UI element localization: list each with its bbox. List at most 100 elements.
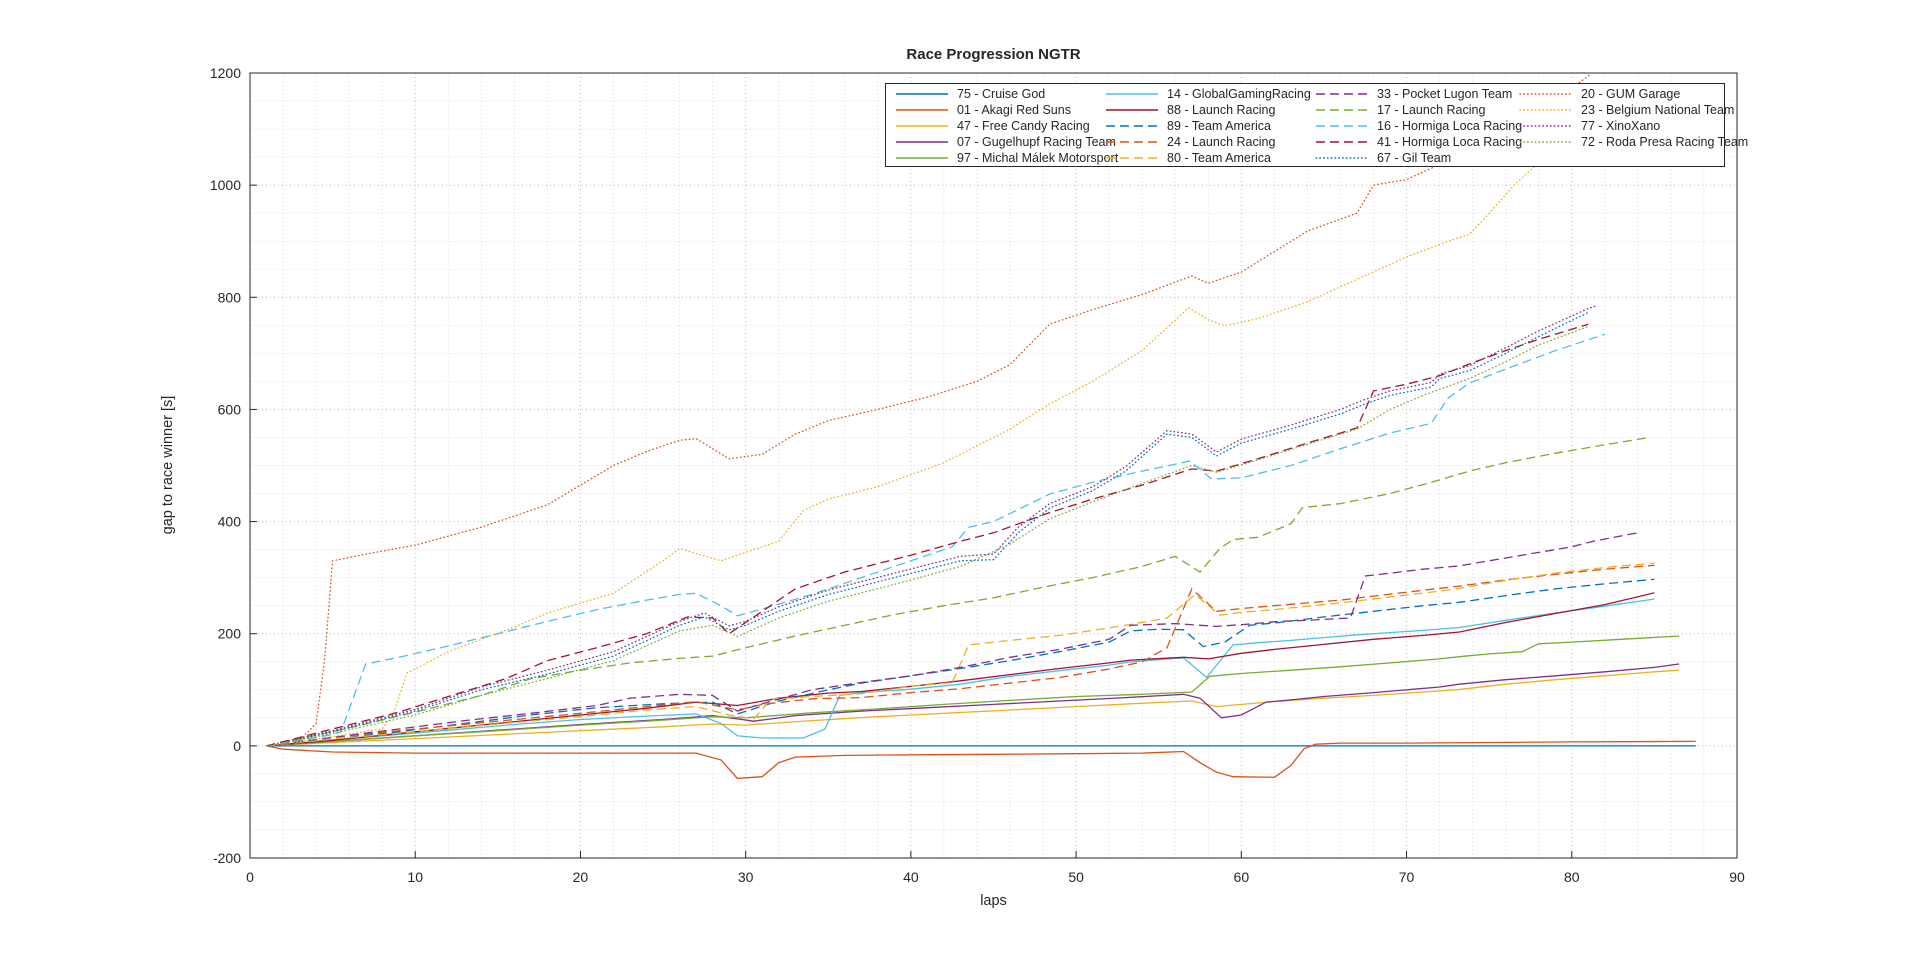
legend-line-sample bbox=[1519, 93, 1573, 95]
legend-entry-label: 14 - GlobalGamingRacing bbox=[1167, 87, 1311, 101]
series-line-41-hormiga-loca-racing bbox=[266, 323, 1589, 747]
chart-title: Race Progression NGTR bbox=[906, 46, 1081, 63]
plot-lines bbox=[265, 73, 1696, 780]
legend-line-sample bbox=[1106, 109, 1158, 111]
legend-entry-41-hormiga-loca-racing: 41 - Hormiga Loca Racing bbox=[1314, 134, 1522, 150]
y-tick-label: 1200 bbox=[210, 65, 241, 81]
legend-column-2: 14 - GlobalGamingRacing 88 - Launch Racin… bbox=[1104, 86, 1311, 166]
legend-line-sample bbox=[1519, 109, 1573, 111]
legend-entry-14-globalgamingracing: 14 - GlobalGamingRacing bbox=[1104, 86, 1311, 102]
legend-column-1: 75 - Cruise God 01 - Akagi Red Suns 47 - F… bbox=[894, 86, 1118, 166]
legend-entry-72-roda-presa-racing-team: 72 - Roda Presa Racing Team bbox=[1518, 134, 1748, 150]
legend-entry-33-pocket-lugon-team: 33 - Pocket Lugon Team bbox=[1314, 86, 1522, 102]
series-line-97-michal-m-lek-motorsport bbox=[266, 635, 1680, 747]
x-tick-label: 30 bbox=[738, 869, 754, 885]
legend-entry-07-gugelhupf-racing-team: 07 - Gugelhupf Racing Team bbox=[894, 134, 1118, 150]
y-tick-label: 1000 bbox=[210, 177, 241, 193]
legend-entry-17-launch-racing: 17 - Launch Racing bbox=[1314, 102, 1522, 118]
legend-line-sample bbox=[896, 109, 948, 111]
legend-entry-label: 20 - GUM Garage bbox=[1581, 87, 1681, 101]
legend-entry-67-gil-team: 67 - Gil Team bbox=[1314, 150, 1522, 166]
legend-line-sample bbox=[1316, 109, 1368, 111]
legend-entry-89-team-america: 89 - Team America bbox=[1104, 118, 1311, 134]
legend-column-3: 33 - Pocket Lugon Team 17 - Launch Racing… bbox=[1314, 86, 1522, 166]
x-tick-label: 10 bbox=[407, 869, 423, 885]
legend-entry-80-team-america: 80 - Team America bbox=[1104, 150, 1311, 166]
y-tick-label: 800 bbox=[218, 289, 242, 305]
legend-line-sample bbox=[1316, 141, 1368, 143]
legend-entry-01-akagi-red-suns: 01 - Akagi Red Suns bbox=[894, 102, 1118, 118]
x-tick-label: 0 bbox=[246, 869, 254, 885]
legend-entry-label: 88 - Launch Racing bbox=[1167, 103, 1276, 117]
axes: 0 10 20 30 40 50 60 70 80 90 -200 0 200 400 600 800 1000… bbox=[210, 65, 1745, 885]
grid-lines bbox=[250, 73, 1737, 858]
x-tick-label: 80 bbox=[1564, 869, 1580, 885]
y-axis-label: gap to race winner [s] bbox=[160, 395, 176, 535]
legend-entry-label: 97 - Michal Málek Motorsport bbox=[957, 151, 1119, 165]
chart-legend: 75 - Cruise God 01 - Akagi Red Suns 47 - F… bbox=[885, 83, 1748, 167]
legend-entry-label: 17 - Launch Racing bbox=[1377, 103, 1486, 117]
legend-entry-label: 80 - Team America bbox=[1167, 151, 1271, 165]
x-tick-label: 60 bbox=[1234, 869, 1250, 885]
legend-entry-16-hormiga-loca-racing: 16 - Hormiga Loca Racing bbox=[1314, 118, 1522, 134]
y-tick-label: 400 bbox=[218, 514, 242, 530]
series-line-33-pocket-lugon-team bbox=[266, 532, 1639, 747]
legend-entry-label: 23 - Belgium National Team bbox=[1581, 103, 1735, 117]
series-line-24-launch-racing bbox=[266, 564, 1655, 747]
x-tick-label: 40 bbox=[903, 869, 919, 885]
legend-entry-label: 33 - Pocket Lugon Team bbox=[1377, 87, 1513, 101]
legend-entry-88-launch-racing: 88 - Launch Racing bbox=[1104, 102, 1311, 118]
legend-entry-label: 77 - XinoXano bbox=[1581, 119, 1661, 133]
y-tick-label: -200 bbox=[213, 850, 241, 866]
y-tick-label: 0 bbox=[233, 738, 241, 754]
legend-entry-label: 67 - Gil Team bbox=[1377, 151, 1452, 165]
legend-entry-label: 16 - Hormiga Loca Racing bbox=[1377, 119, 1523, 133]
legend-line-sample bbox=[896, 125, 948, 127]
legend-entry-23-belgium-national-team: 23 - Belgium National Team bbox=[1518, 102, 1748, 118]
legend-entry-label: 01 - Akagi Red Suns bbox=[957, 103, 1071, 117]
legend-entry-label: 75 - Cruise God bbox=[957, 87, 1046, 101]
plot-box bbox=[249, 72, 1738, 859]
legend-entry-label: 41 - Hormiga Loca Racing bbox=[1377, 135, 1523, 149]
series-line-88-launch-racing bbox=[266, 592, 1655, 747]
legend-entry-label: 47 - Free Candy Racing bbox=[957, 119, 1090, 133]
legend-entry-75-cruise-god: 75 - Cruise God bbox=[894, 86, 1118, 102]
y-tick-label: 600 bbox=[218, 401, 242, 417]
legend-line-sample bbox=[1106, 141, 1158, 143]
legend-line-sample bbox=[896, 141, 948, 143]
series-line-14-globalgamingracing bbox=[266, 598, 1655, 747]
series-line-17-launch-racing bbox=[266, 437, 1647, 747]
series-line-67-gil-team bbox=[265, 311, 1589, 747]
legend-column-4: 20 - GUM Garage 23 - Belgium National Tea… bbox=[1518, 86, 1748, 150]
x-tick-label: 20 bbox=[573, 869, 589, 885]
legend-entry-label: 07 - Gugelhupf Racing Team bbox=[957, 135, 1116, 149]
series-line-01-akagi-red-suns bbox=[266, 740, 1696, 780]
series-line-20-gum-garage bbox=[265, 73, 1592, 747]
legend-line-sample bbox=[1316, 125, 1368, 127]
legend-line-sample bbox=[896, 93, 948, 95]
legend-entry-77-xinoxano: 77 - XinoXano bbox=[1518, 118, 1748, 134]
series-line-80-team-america bbox=[266, 562, 1655, 747]
legend-entry-label: 89 - Team America bbox=[1167, 119, 1271, 133]
x-tick-label: 90 bbox=[1729, 869, 1745, 885]
legend-line-sample bbox=[1519, 125, 1573, 127]
x-tick-label: 50 bbox=[1068, 869, 1084, 885]
legend-line-sample bbox=[896, 157, 948, 159]
x-tick-label: 70 bbox=[1399, 869, 1415, 885]
legend-line-sample bbox=[1106, 157, 1158, 159]
series-line-77-xinoxano bbox=[265, 305, 1598, 747]
legend-entry-97-michal-m-lek-motorsport: 97 - Michal Málek Motorsport bbox=[894, 150, 1118, 166]
legend-entry-label: 24 - Launch Racing bbox=[1167, 135, 1276, 149]
legend-entry-label: 72 - Roda Presa Racing Team bbox=[1581, 135, 1749, 149]
series-line-23-belgium-national-team bbox=[265, 153, 1548, 747]
legend-entry-20-gum-garage: 20 - GUM Garage bbox=[1518, 86, 1748, 102]
series-line-07-gugelhupf-racing-team bbox=[266, 663, 1680, 747]
series-line-47-free-candy-racing bbox=[266, 669, 1680, 747]
legend-entry-47-free-candy-racing: 47 - Free Candy Racing bbox=[894, 118, 1118, 134]
x-axis-label: laps bbox=[980, 893, 1007, 909]
legend-line-sample bbox=[1106, 125, 1158, 127]
y-tick-label: 200 bbox=[218, 626, 242, 642]
